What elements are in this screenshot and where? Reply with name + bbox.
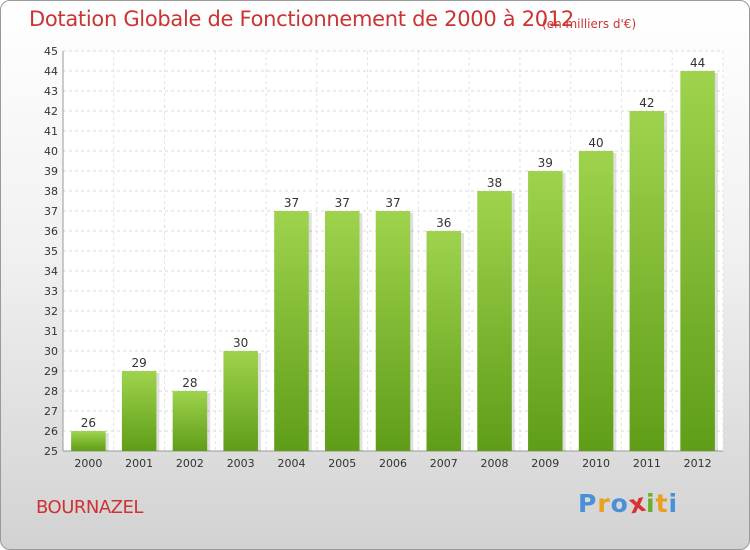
bar-2002: [172, 391, 208, 451]
y-tick-label: 32: [44, 305, 58, 318]
data-label: 36: [436, 216, 451, 230]
bar-2006: [375, 211, 411, 451]
data-label: 37: [385, 196, 400, 210]
x-tick-label: 2008: [481, 457, 509, 470]
data-label: 30: [233, 336, 248, 350]
y-tick-label: 37: [44, 205, 58, 218]
y-tick-label: 33: [44, 285, 58, 298]
place-name: BOURNAZEL: [36, 497, 143, 518]
bar-2007: [426, 231, 462, 451]
data-label: 40: [588, 136, 603, 150]
bar-2004: [274, 211, 309, 451]
logo-letter: i: [646, 489, 656, 518]
bar-2003: [223, 351, 258, 451]
bar-2011: [629, 111, 665, 451]
y-tick-label: 26: [44, 425, 58, 438]
y-tick-label: 38: [44, 185, 58, 198]
x-tick-label: 2012: [684, 457, 712, 470]
x-tick-label: 2006: [379, 457, 407, 470]
data-label: 39: [538, 156, 553, 170]
x-tick-label: 2003: [227, 457, 255, 470]
x-tick-label: 2011: [633, 457, 661, 470]
data-label: 26: [81, 416, 96, 430]
y-tick-label: 25: [44, 445, 58, 458]
chart-title: Dotation Globale de Fonctionnement de 20…: [29, 7, 574, 31]
bar-2001: [121, 371, 157, 451]
data-label: 42: [639, 96, 654, 110]
x-tick-label: 2009: [531, 457, 559, 470]
logo-letter: t: [655, 489, 669, 518]
x-tick-label: 2001: [125, 457, 153, 470]
y-tick-label: 35: [44, 245, 58, 258]
y-tick-label: 31: [44, 325, 58, 338]
x-tick-label: 2000: [74, 457, 102, 470]
proxiti-logo: Proxiti: [578, 488, 679, 520]
x-tick-label: 2004: [277, 457, 305, 470]
y-tick-label: 45: [44, 45, 58, 58]
data-label: 29: [132, 356, 147, 370]
logo-letter: r: [597, 489, 611, 518]
y-tick-label: 41: [44, 125, 58, 138]
y-tick-label: 28: [44, 385, 58, 398]
y-tick-label: 40: [44, 145, 58, 158]
y-tick-label: 39: [44, 165, 58, 178]
data-label: 37: [284, 196, 299, 210]
chart-subtitle: (en milliers d'€): [542, 17, 637, 31]
logo-letter: o: [610, 489, 629, 518]
y-tick-label: 30: [44, 345, 58, 358]
y-tick-label: 29: [44, 365, 58, 378]
y-tick-label: 27: [44, 405, 58, 418]
y-tick-label: 36: [44, 225, 58, 238]
x-tick-label: 2002: [176, 457, 204, 470]
data-label: 44: [690, 56, 705, 70]
bar-2005: [324, 211, 360, 451]
y-tick-label: 43: [44, 85, 58, 98]
x-tick-label: 2010: [582, 457, 610, 470]
x-tick-label: 2005: [328, 457, 356, 470]
bar-2009: [528, 171, 563, 451]
logo-letter: P: [578, 489, 598, 518]
y-tick-label: 44: [44, 65, 58, 78]
logo-letter: i: [668, 489, 679, 518]
y-tick-label: 34: [44, 265, 58, 278]
bar-2010: [578, 151, 614, 451]
data-label: 28: [182, 376, 197, 390]
y-tick-label: 42: [44, 105, 58, 118]
bar-2008: [477, 191, 512, 451]
bar-2012: [680, 71, 715, 451]
x-tick-label: 2007: [430, 457, 458, 470]
data-label: 38: [487, 176, 502, 190]
data-label: 37: [335, 196, 350, 210]
bar-2000: [71, 431, 106, 451]
